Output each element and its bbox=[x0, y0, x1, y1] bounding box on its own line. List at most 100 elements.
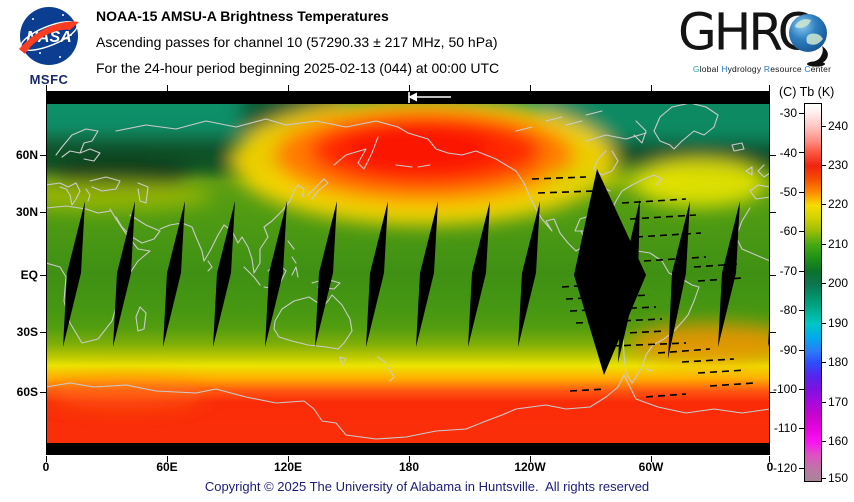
celsius-tick-label: -120 bbox=[772, 461, 797, 475]
map-frame bbox=[46, 91, 770, 455]
colorbar-tick bbox=[799, 389, 804, 390]
page-title: NOAA-15 AMSU-A Brightness Temperatures bbox=[96, 8, 389, 24]
ghrc-subtitle-part: H bbox=[721, 64, 728, 74]
axis-tick bbox=[409, 456, 410, 462]
celsius-tick-label: -90 bbox=[779, 343, 797, 357]
lat-label-60n: 60N bbox=[15, 148, 38, 162]
axis-tick bbox=[40, 392, 46, 393]
kelvin-tick-label: 240 bbox=[828, 119, 849, 133]
lat-label-30n: 30N bbox=[15, 205, 38, 219]
colorbar-tick bbox=[821, 126, 826, 127]
ghrc-logo: G H R C Global Hydrology Resource Center bbox=[678, 3, 848, 74]
axis-tick bbox=[40, 332, 46, 333]
colorbar-tick bbox=[799, 468, 804, 469]
axis-tick bbox=[167, 85, 168, 91]
axis-tick bbox=[530, 456, 531, 462]
kelvin-tick-label: 210 bbox=[828, 237, 849, 251]
celsius-tick-label: -30 bbox=[779, 106, 797, 120]
brightness-temperature-map bbox=[46, 91, 770, 455]
ghrc-subtitle-part: G bbox=[692, 64, 700, 74]
colorbar-tick bbox=[821, 204, 826, 205]
axis-tick bbox=[40, 275, 46, 276]
axis-tick bbox=[770, 392, 776, 393]
colorbar-tick bbox=[821, 362, 826, 363]
colorbar-tick bbox=[821, 244, 826, 245]
lon-label-0w: 0 bbox=[766, 460, 774, 474]
nasa-insignia-icon: NASA bbox=[19, 7, 79, 65]
axis-tick bbox=[770, 275, 776, 276]
kelvin-tick-label: 190 bbox=[828, 316, 849, 330]
ghrc-subtitle-part: C bbox=[804, 64, 811, 74]
kelvin-tick-label: 230 bbox=[828, 158, 849, 172]
axis-tick bbox=[409, 85, 410, 91]
colorbar-header: (C) Tb (K) bbox=[779, 85, 835, 99]
pass-longitude-marker-icon bbox=[408, 91, 451, 103]
colorbar-tick bbox=[799, 192, 804, 193]
axis-tick bbox=[769, 85, 770, 91]
lon-label-60w: 60W bbox=[638, 460, 664, 474]
axis-tick bbox=[46, 456, 47, 462]
page-subtitle-channel: Ascending passes for channel 10 (57290.3… bbox=[96, 34, 498, 50]
scanline-dropouts bbox=[531, 176, 755, 398]
ghrc-subtitle-part: enter bbox=[810, 64, 832, 74]
axis-tick bbox=[770, 332, 776, 333]
ghrc-subtitle-part: lobal bbox=[699, 64, 722, 74]
lon-label-120w: 120W bbox=[514, 460, 546, 474]
kelvin-tick-label: 150 bbox=[828, 471, 849, 485]
ghrc-subtitle: Global Hydrology Resource Center bbox=[678, 64, 846, 74]
colorbar-tick bbox=[799, 428, 804, 429]
celsius-tick-label: -40 bbox=[779, 146, 797, 160]
ghrc-subtitle-part: esource bbox=[770, 64, 805, 74]
lon-label-0e: 0 bbox=[42, 460, 50, 474]
lon-label-120e: 120E bbox=[273, 460, 303, 474]
colorbar-tick bbox=[821, 323, 826, 324]
colorbar-tick bbox=[799, 310, 804, 311]
axis-tick bbox=[167, 456, 168, 462]
ghrc-subtitle-part: R bbox=[763, 64, 771, 74]
msfc-label: MSFC bbox=[29, 72, 69, 87]
colorbar-tick bbox=[821, 165, 826, 166]
axis-tick bbox=[288, 456, 289, 462]
lat-label-60s: 60S bbox=[16, 385, 38, 399]
axis-tick bbox=[651, 85, 652, 91]
ghrc-subtitle-part: ydrology bbox=[727, 64, 764, 74]
nasa-logo: NASA MSFC bbox=[11, 5, 87, 87]
kelvin-tick-label: 170 bbox=[828, 395, 849, 409]
axis-tick bbox=[288, 85, 289, 91]
axis-tick bbox=[769, 456, 770, 462]
colorbar-tick bbox=[821, 283, 826, 284]
lat-label-eq: EQ bbox=[20, 268, 38, 282]
figure-titles: NOAA-15 AMSU-A Brightness Temperatures A… bbox=[96, 8, 499, 86]
celsius-tick-label: -110 bbox=[773, 421, 797, 435]
axis-tick bbox=[770, 212, 776, 213]
colorbar-scale bbox=[804, 103, 822, 482]
copyright-notice: Copyright © 2025 The University of Alaba… bbox=[204, 479, 650, 494]
page-subtitle-period: For the 24-hour period beginning 2025-02… bbox=[96, 60, 500, 76]
orbit-gap-swaths bbox=[63, 169, 770, 375]
colorbar-tick bbox=[821, 402, 826, 403]
celsius-tick-label: -80 bbox=[779, 303, 797, 317]
no-data-band-top bbox=[46, 91, 770, 104]
colorbar-tick bbox=[799, 271, 804, 272]
axis-tick bbox=[530, 85, 531, 91]
kelvin-tick-label: 160 bbox=[828, 434, 849, 448]
kelvin-tick-label: 220 bbox=[828, 197, 849, 211]
axis-tick bbox=[651, 456, 652, 462]
lon-label-60e: 60E bbox=[156, 460, 178, 474]
axis-tick bbox=[770, 155, 776, 156]
colorbar-tick bbox=[799, 113, 804, 114]
axis-tick bbox=[40, 155, 46, 156]
celsius-tick-label: -100 bbox=[772, 382, 797, 396]
celsius-tick-label: -70 bbox=[779, 264, 797, 278]
no-data-band-bottom bbox=[46, 443, 770, 455]
lat-label-30s: 30S bbox=[16, 325, 38, 339]
kelvin-tick-label: 180 bbox=[828, 355, 849, 369]
colorbar-tick bbox=[799, 152, 804, 153]
axis-tick bbox=[46, 85, 47, 91]
celsius-tick-label: -60 bbox=[779, 224, 797, 238]
ghrc-globe-icon bbox=[789, 14, 828, 67]
colorbar-tick bbox=[821, 478, 826, 479]
axis-tick bbox=[40, 212, 46, 213]
lon-label-180: 180 bbox=[398, 460, 420, 474]
colorbar-tick bbox=[821, 441, 826, 442]
